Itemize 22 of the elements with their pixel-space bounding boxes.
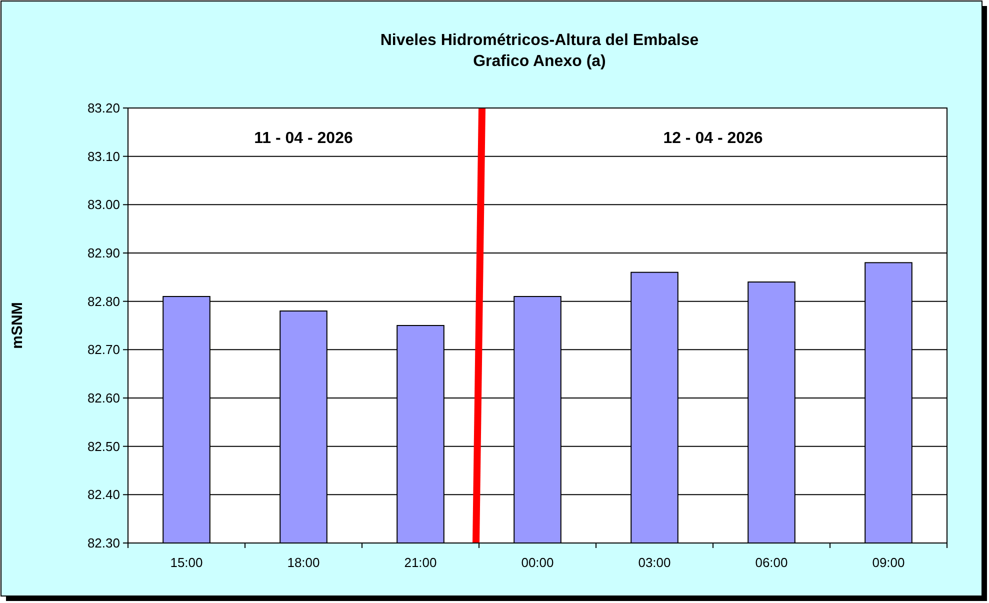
x-tick-label: 15:00 — [170, 555, 203, 570]
x-tick-label: 06:00 — [755, 555, 788, 570]
annotation: 11 - 04 - 2026 — [254, 130, 353, 147]
x-tick-label: 00:00 — [521, 555, 554, 570]
y-tick-label: 82.50 — [87, 438, 120, 454]
annotation: 12 - 04 - 2026 — [663, 130, 763, 147]
chart-title: Niveles Hidrométricos-Altura del Embalse — [380, 32, 699, 49]
y-tick-label: 82.60 — [87, 390, 120, 406]
chart-subtitle: Grafico Anexo (a) — [473, 53, 606, 70]
y-tick-label: 82.70 — [87, 342, 120, 358]
y-tick-label: 82.90 — [87, 246, 120, 261]
y-tick-label: 82.80 — [87, 294, 120, 309]
y-tick-label: 82.40 — [87, 487, 120, 502]
y-tick-label: 83.10 — [87, 148, 120, 164]
y-axis-title: mSNM — [9, 302, 26, 349]
x-tick-label: 03:00 — [638, 555, 671, 570]
x-tick-label: 09:00 — [872, 555, 905, 570]
x-tick-label: 21:00 — [404, 555, 437, 570]
y-tick-label: 82.30 — [87, 536, 120, 551]
y-tick-label: 83.00 — [87, 197, 120, 212]
x-tick-label: 18:00 — [287, 555, 320, 570]
y-tick-label: 83.20 — [87, 100, 120, 116]
